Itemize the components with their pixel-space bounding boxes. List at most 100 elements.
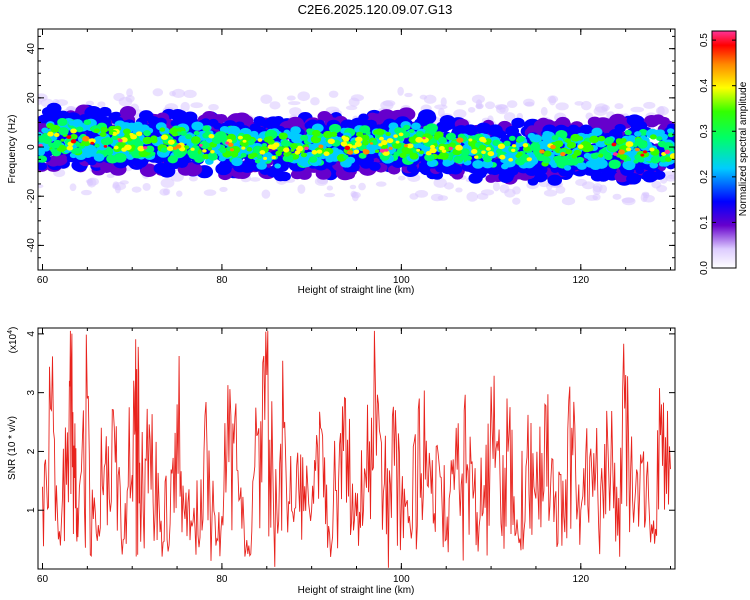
heatmap-cell [551,135,559,141]
heatmap-cell [286,116,305,131]
heatmap-cell [355,131,364,138]
heatmap-cell [93,153,105,162]
heatmap-cell [589,161,602,171]
y-tick-label: 1 [26,507,37,513]
heatmap-cell [327,138,335,145]
spectrogram-panel: 60 80 100 120 -40 -20 0 20 40 Height of straight… [7,28,676,296]
heatmap-cell [565,138,572,144]
heatmap-cell [626,172,642,185]
heatmap-cell [566,141,577,149]
heatmap-cell [70,128,77,134]
heatmap-cell [481,139,487,143]
heatmap-cell [460,148,470,156]
y-tick-label: 2 [26,448,37,454]
heatmap-cell [118,138,123,143]
heatmap-cell [616,140,622,145]
heatmap-cell [113,145,119,150]
heatmap-cell [604,153,613,161]
heatmap-cell [61,146,68,151]
heatmap-cell [527,160,536,167]
heatmap-cell [210,150,215,154]
heatmap-cell [323,192,336,198]
heatmap-cell [649,134,657,140]
heatmap-cell [261,142,268,148]
heatmap-cell [294,150,301,155]
heatmap-cell [395,140,400,144]
heatmap-cell [505,125,520,137]
heatmap-cell [297,91,311,102]
svg-text:(x104): (x104) [7,327,19,354]
heatmap-cell [123,128,131,135]
heatmap-cell [523,146,531,152]
heatmap-cell [228,142,234,147]
heatmap-cell [323,151,330,157]
heatmap-cell [429,147,437,154]
heatmap-cell [241,146,246,150]
heatmap-cell [467,107,476,113]
heatmap-cell [443,121,455,131]
heatmap-cell [406,164,418,173]
heatmap-cell [380,100,394,111]
heatmap-cell [208,104,219,111]
heatmap-cell [393,134,398,138]
heatmap-cell [113,152,127,163]
heatmap-cell [326,185,334,191]
heatmap-cell [378,136,384,141]
heatmap-cell [542,135,550,141]
x-tick-label: 80 [216,275,228,286]
heatmap-cell [455,187,463,193]
heatmap-cell [289,107,302,116]
heatmap-cell [485,147,491,151]
heatmap-cell [499,184,510,194]
heatmap-cell [657,106,665,116]
heatmap-cell [287,157,294,163]
heatmap-cell [423,94,437,104]
heatmap-cell [408,136,418,144]
heatmap-cell [80,189,92,196]
heatmap-cell [185,134,192,140]
heatmap-cell [66,145,74,151]
heatmap-cell [393,151,401,157]
heatmap-cell [555,155,563,161]
heatmap-cell [53,139,62,147]
heatmap-cell [310,97,320,106]
heatmap-cell [84,106,103,120]
heatmap-cell [131,186,142,193]
heatmap-cell [290,143,298,149]
heatmap-cell [341,135,346,140]
heatmap-cell [540,106,548,116]
heatmap-cell [291,128,299,135]
heatmap-cell [642,150,648,154]
heatmap-cell [82,135,90,142]
heatmap-cell [456,137,464,143]
heatmap-cell [448,146,453,151]
heatmap-cell [577,144,584,149]
heatmap-cell [259,150,266,155]
heatmap-cell [278,132,288,140]
heatmap-cell [237,135,243,140]
heatmap-cell [397,175,406,181]
heatmap-cell [453,155,464,164]
heatmap-cell [596,139,606,147]
heatmap-cell [288,101,301,106]
heatmap-cell [463,155,471,161]
heatmap-cell [261,189,271,199]
heatmap-cell [618,149,625,155]
snr-scale-note: (x104) [7,327,19,354]
heatmap-cell [439,145,445,151]
heatmap-cell [352,145,357,149]
heatmap-cell [494,104,508,110]
heatmap-cell [547,95,559,103]
heatmap-cell [100,126,109,133]
heatmap-cell [369,142,374,145]
heatmap-cell [347,150,354,155]
heatmap-cell [437,195,449,201]
heatmap-cell [167,155,178,164]
heatmap-cell [664,156,672,162]
heatmap-cell [555,185,566,194]
heatmap-cell [555,102,569,111]
heatmap-cell [311,129,321,137]
heatmap-cell [522,143,529,148]
heatmap-cell [623,160,636,171]
heatmap-cell [242,134,252,142]
